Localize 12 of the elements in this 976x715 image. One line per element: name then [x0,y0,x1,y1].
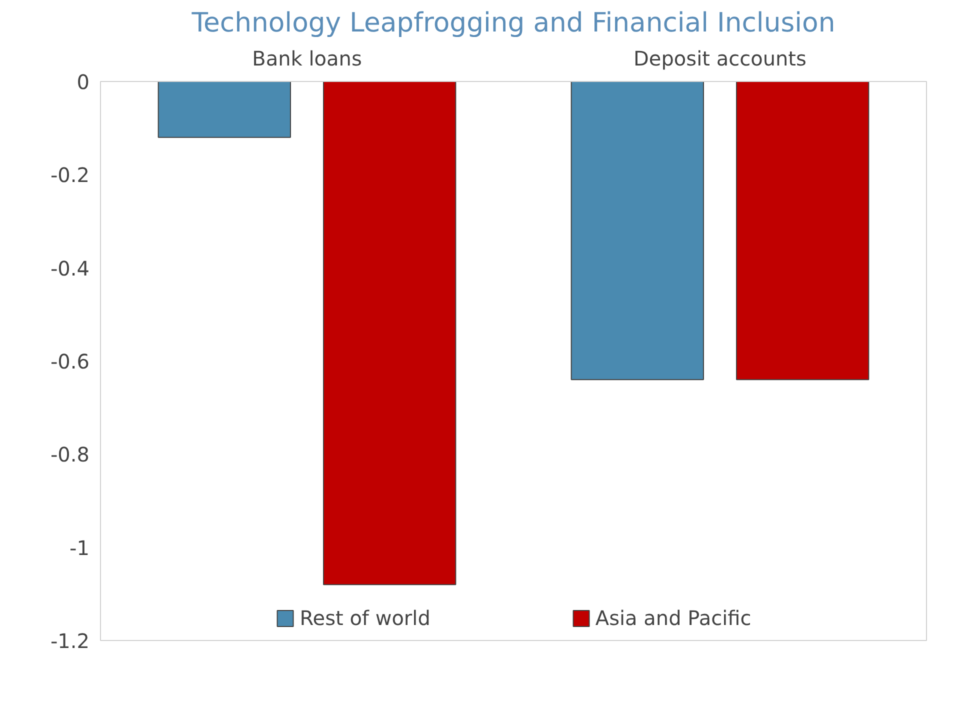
chart-title: Technology Leapfrogging and Financial Inclusion [190,8,836,38]
y-tick-label: -0.6 [50,350,90,374]
legend-label: Rest of world [300,606,430,630]
x-tick-label: Bank loans [252,46,362,70]
legend-label: Asia and Pacific [595,606,752,630]
y-tick-label: -0.4 [50,256,90,280]
y-tick-label: -0.8 [50,442,90,467]
y-tick-label: -1.2 [50,629,90,653]
y-tick-label: 0 [76,70,90,94]
y-tick-label: -0.2 [50,163,90,188]
x-tick-label: Deposit accounts [634,46,806,70]
y-tick-label: -1 [70,536,90,560]
